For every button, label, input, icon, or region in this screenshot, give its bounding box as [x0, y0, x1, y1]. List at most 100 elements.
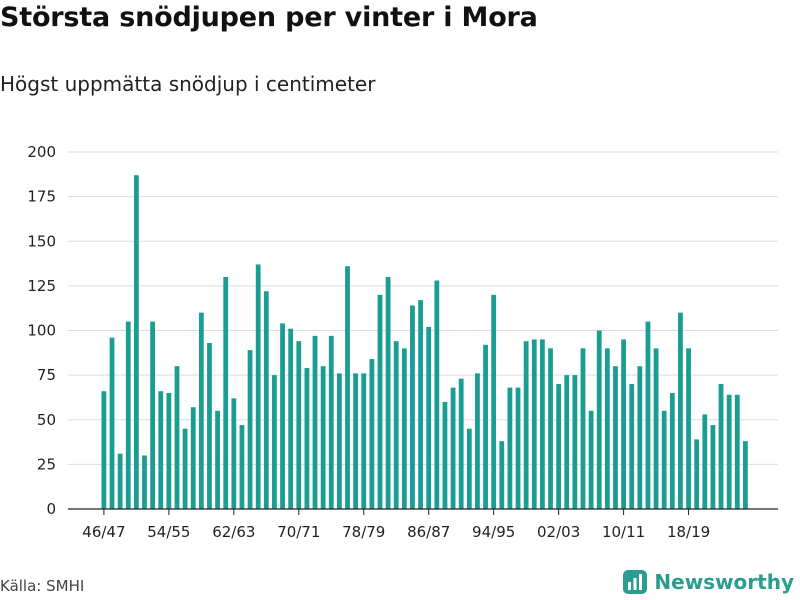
y-tick-label: 50: [37, 411, 56, 429]
bar-56-57: [182, 428, 188, 509]
x-tick-label: 10/11: [602, 523, 645, 541]
bar-97-98: [515, 387, 521, 509]
chart-subtitle: Högst uppmätta snödjup i centimeter: [0, 72, 376, 96]
bar-05-06: [580, 348, 586, 509]
gridlines: [68, 151, 778, 465]
bar-90-91: [458, 378, 464, 509]
bar-76-77: [345, 266, 350, 509]
bar-57-58: [190, 407, 196, 509]
bar-52-53: [150, 321, 156, 509]
x-tick-label: 18/19: [667, 523, 710, 541]
bar-06-07: [588, 410, 594, 509]
bar-00-01: [539, 339, 545, 509]
y-tick-label: 25: [37, 455, 56, 473]
x-tick-label: 70/71: [277, 523, 320, 541]
bar-94-95: [491, 294, 497, 509]
newsworthy-logo-icon: [623, 570, 648, 594]
bar-80-81: [377, 294, 383, 509]
bar-59-60: [207, 342, 212, 509]
bar-55-56: [174, 366, 180, 509]
source-note: Källa: SMHI: [0, 577, 85, 595]
y-tick-label: 175: [27, 188, 56, 206]
bar-10-11: [621, 339, 626, 509]
bar-72-73: [312, 335, 318, 509]
bar-20-21: [702, 414, 708, 509]
bar-15-16: [661, 410, 667, 509]
bar-53-54: [158, 391, 164, 509]
bar-18-19: [686, 348, 691, 509]
bar-60-61: [215, 410, 220, 509]
bar-86-87: [426, 326, 432, 509]
bar-62-63: [231, 398, 237, 509]
bar-04-05: [572, 375, 578, 509]
bar-71-72: [304, 367, 310, 509]
bar-48-49: [117, 453, 123, 509]
bar-96-97: [507, 387, 513, 509]
bar-69-70: [288, 328, 294, 509]
bar-64-65: [247, 350, 253, 509]
y-tick-label: 75: [37, 366, 56, 384]
bar-17-18: [678, 312, 683, 509]
bar-50-51: [133, 175, 139, 509]
x-tick-label: 78/79: [342, 523, 385, 541]
bar-74-75: [328, 335, 334, 509]
bar-22-23: [718, 384, 724, 509]
bar-07-08: [596, 330, 602, 509]
bar-81-82: [385, 276, 391, 509]
bar-47-48: [109, 337, 115, 509]
bar-63-64: [239, 425, 245, 509]
bar-51-52: [142, 455, 147, 509]
bar-83-84: [401, 348, 407, 509]
bar-13-14: [645, 321, 651, 509]
bar-67-68: [272, 375, 277, 509]
bar-87-88: [434, 280, 440, 509]
bar-61-62: [223, 276, 229, 509]
chart-title: Största snödjupen per vinter i Mora: [0, 2, 538, 33]
bar-77-78: [353, 373, 359, 509]
bar-75-76: [336, 373, 342, 509]
bar-19-20: [694, 439, 700, 509]
x-tick-label: 86/87: [407, 523, 450, 541]
bar-02-03: [556, 384, 562, 509]
bar-82-83: [393, 341, 399, 509]
y-tick-label: 125: [27, 277, 56, 295]
y-axis-tick-labels: 0 25 50 75 100 125 150 175 200: [27, 143, 56, 518]
x-tick-label: 54/55: [147, 523, 190, 541]
bar-21-22: [710, 425, 716, 509]
bar-24-25: [734, 394, 740, 509]
bar-92-93: [475, 373, 480, 509]
bar-25-26: [743, 441, 748, 509]
y-tick-label: 200: [27, 143, 56, 161]
bar-01-02: [548, 348, 553, 509]
bar-65-66: [255, 264, 261, 509]
y-tick-label: 100: [27, 322, 56, 340]
bar-46-47: [101, 391, 107, 509]
bar-70-71: [296, 341, 302, 509]
x-tick-label: 02/03: [537, 523, 580, 541]
y-tick-label: 150: [27, 232, 56, 250]
bar-23-24: [726, 394, 732, 509]
brand-name: Newsworthy: [654, 570, 794, 594]
bar-66-67: [263, 291, 269, 509]
bar-58-59: [198, 312, 204, 509]
bar-89-90: [450, 387, 456, 509]
bar-12-13: [637, 366, 643, 509]
bar-78-79: [361, 373, 367, 509]
bar-11-12: [629, 384, 635, 509]
bar-85-86: [418, 300, 423, 509]
bar-93-94: [483, 344, 488, 509]
bars: [101, 175, 748, 509]
x-tick-label: 94/95: [472, 523, 515, 541]
x-axis-ticks: 46/47 54/55 62/63 70/71 78/79 86/87 94/95 02/03…: [82, 509, 710, 541]
bar-14-15: [653, 348, 659, 509]
bar-08-09: [604, 348, 610, 509]
bar-68-69: [280, 323, 285, 509]
bar-91-92: [466, 428, 472, 509]
bar-79-80: [369, 359, 375, 509]
bar-03-04: [564, 375, 570, 509]
bar-99-00: [531, 339, 537, 509]
bar-54-55: [166, 392, 172, 509]
bar-16-17: [669, 392, 675, 509]
bar-84-85: [410, 305, 415, 509]
